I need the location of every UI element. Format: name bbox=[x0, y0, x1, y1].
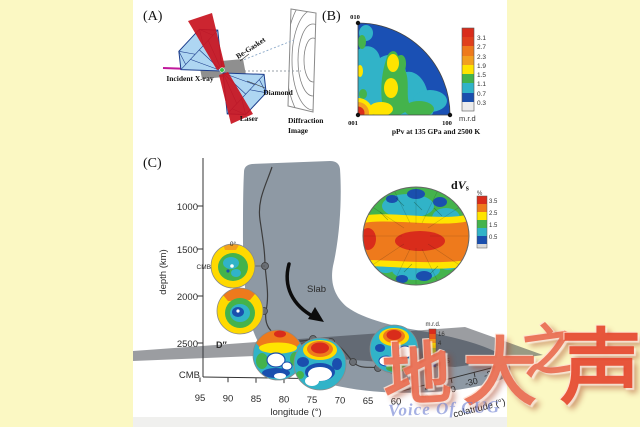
cb-b-tick: 0.3 bbox=[477, 100, 486, 107]
panel-b-label: (B) bbox=[322, 9, 341, 24]
cb-b-tick: 1.9 bbox=[477, 63, 486, 70]
dvs-tick: 2.5 bbox=[489, 211, 498, 217]
be-gasket-label: Be-Gasket bbox=[234, 35, 267, 61]
panel-b-pole-figure: (B) 010 001 100 bbox=[322, 9, 486, 136]
lon-tick: 75 bbox=[307, 395, 318, 406]
diffracted-beam-dashed-line bbox=[232, 39, 295, 65]
cb-b-unit: m.r.d bbox=[459, 114, 476, 123]
slab-label: Slab bbox=[307, 284, 326, 295]
lon-tick: 60 bbox=[391, 397, 402, 408]
slab-shape bbox=[243, 161, 511, 393]
panel-c-slab-section: (C) 1000 1500 2000 2500 CMB depth (km) bbox=[133, 156, 543, 420]
panel-a-diamond-anvil-cell: (A) bbox=[143, 8, 324, 135]
dvs-tick: 0.5 bbox=[489, 235, 498, 241]
inverse-pole-figure bbox=[358, 23, 450, 115]
hatch-marks bbox=[379, 197, 443, 275]
dvs-unit: % bbox=[477, 191, 483, 197]
cb-b-tick: 2.7 bbox=[477, 44, 486, 51]
panel-c-label: (C) bbox=[143, 156, 162, 171]
bottom-strip bbox=[133, 417, 507, 427]
pole-figure-outline bbox=[357, 22, 451, 116]
diffraction-image-label-line2: Image bbox=[288, 126, 309, 135]
corner-label-010: 010 bbox=[350, 14, 360, 21]
cb-c-tick: 0.25 bbox=[438, 359, 450, 365]
pole-figure-cmb-1 bbox=[293, 337, 347, 391]
colat-tick: -20 bbox=[483, 368, 498, 381]
laser-beam-lower bbox=[219, 72, 253, 124]
depth-tick-cmb: CMB bbox=[179, 370, 200, 381]
lon-tick: 70 bbox=[335, 396, 346, 407]
sample-spot bbox=[219, 67, 225, 73]
dvs-tick: 1.5 bbox=[489, 223, 498, 229]
watermark-char-4: 声 bbox=[560, 321, 640, 416]
diamond-label: Diamond bbox=[263, 88, 293, 97]
diamond-leader-line bbox=[246, 80, 266, 89]
panel-b-caption: pPv at 135 GPa and 2500 K bbox=[392, 127, 481, 136]
colat-tick: -30 bbox=[464, 376, 479, 389]
slab-arrow bbox=[285, 262, 316, 319]
lon-tick: 65 bbox=[363, 396, 374, 407]
corner-label-001: 001 bbox=[348, 120, 358, 127]
be-gasket-leader-line bbox=[239, 53, 250, 62]
panel-b-colorbar: 3.1 2.7 2.3 1.9 1.5 1.1 0.7 0.3 m.r.d bbox=[459, 27, 486, 123]
panel-c-mrd-colorbar: m.r.d. 16 4 1 0.25 bbox=[425, 322, 450, 368]
depth-tick-1000: 1000 bbox=[177, 202, 198, 213]
pole-figure-1700km bbox=[210, 243, 256, 289]
corner-dot-001 bbox=[355, 112, 361, 118]
cb-b-tick: 2.3 bbox=[477, 54, 486, 61]
pole-cmb-label: CMB bbox=[197, 264, 211, 271]
lon-tick: 85 bbox=[251, 394, 262, 405]
depth-tick-2000: 2000 bbox=[177, 292, 198, 303]
colat-tick: -40 bbox=[442, 384, 457, 397]
pole-zero-label: 0° bbox=[230, 240, 237, 248]
laser-beam-upper bbox=[188, 13, 225, 70]
corner-dot-010 bbox=[355, 20, 361, 26]
longitude-axis-label: longitude (°) bbox=[270, 407, 321, 418]
pole-figure-2100km bbox=[216, 287, 264, 335]
cb-b-tick: 1.1 bbox=[477, 81, 486, 88]
cb-b-tick: 3.1 bbox=[477, 35, 486, 42]
watermark-subtitle: Voice Of CUG bbox=[387, 397, 501, 420]
cb-c-title: m.r.d. bbox=[425, 322, 440, 328]
pole-figure-cmb-2 bbox=[369, 324, 419, 374]
dvs-colorbar: % 3.5 2.5 1.5 0.5 bbox=[476, 191, 498, 249]
depth-tick-2500: 2500 bbox=[177, 339, 198, 350]
dvs-tick: 3.5 bbox=[489, 199, 498, 205]
incident-xray-label: Incident X-ray bbox=[166, 74, 214, 83]
cb-b-tick: 0.7 bbox=[477, 91, 486, 98]
dvs-anisotropy-inset bbox=[362, 186, 470, 286]
cb-b-tick: 1.5 bbox=[477, 72, 486, 79]
lon-tick: 90 bbox=[223, 394, 234, 405]
laser-label: Laser bbox=[240, 114, 259, 123]
watermark-char-2: 大 bbox=[463, 330, 537, 416]
lon-tick: 95 bbox=[195, 393, 206, 404]
lon-tick: 80 bbox=[279, 395, 290, 406]
cb-c-tick: 16 bbox=[438, 332, 445, 338]
corner-label-100: 100 bbox=[442, 120, 452, 127]
dvs-title: dVs bbox=[451, 178, 469, 193]
cb-c-tick: 4 bbox=[438, 341, 442, 347]
radial-guide-lines bbox=[364, 188, 468, 284]
slab-arrowhead bbox=[308, 307, 324, 322]
colat-tick: -50 bbox=[416, 393, 431, 406]
d-doubleprime-label: D″ bbox=[216, 340, 227, 350]
depth-axis-label: depth (km) bbox=[158, 249, 169, 294]
panel-a-label: (A) bbox=[143, 9, 163, 24]
depth-tick-1500: 1500 bbox=[177, 245, 198, 256]
cb-c-tick: 1 bbox=[438, 350, 442, 356]
diffraction-image-label-line1: Diffraction bbox=[288, 116, 324, 125]
corner-dot-100 bbox=[447, 112, 453, 118]
